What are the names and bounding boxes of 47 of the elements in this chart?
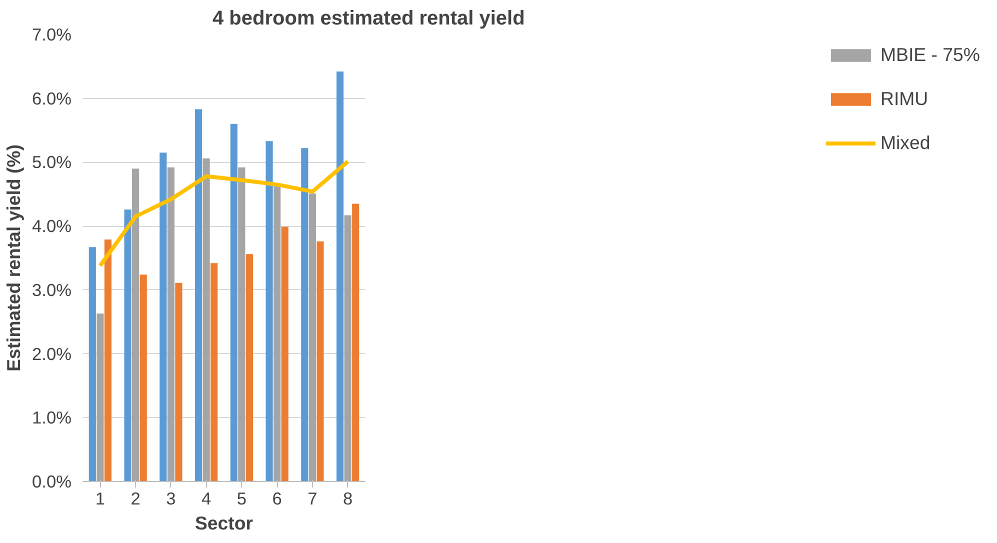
bar bbox=[96, 314, 104, 482]
line-series bbox=[98, 160, 350, 268]
bar bbox=[344, 215, 352, 482]
x-axis-title: Sector bbox=[194, 512, 254, 534]
y-tick-label: 5.0% bbox=[32, 152, 72, 172]
bar bbox=[230, 124, 238, 482]
x-tick-label: 5 bbox=[236, 488, 247, 508]
y-tick-label: 6.0% bbox=[32, 88, 72, 108]
bar bbox=[175, 282, 182, 482]
bar bbox=[352, 204, 360, 482]
bar bbox=[266, 141, 273, 482]
bar bbox=[308, 194, 316, 482]
x-tick-label: 1 bbox=[95, 488, 106, 508]
legend-label: RIMU bbox=[880, 88, 928, 110]
bar bbox=[202, 158, 210, 482]
y-tick-label: 2.0% bbox=[32, 344, 72, 364]
y-tick-label: 4.0% bbox=[32, 216, 72, 236]
x-tick-label: 7 bbox=[308, 488, 318, 508]
bar bbox=[246, 254, 254, 482]
x-tick-label: 8 bbox=[342, 488, 353, 508]
bar bbox=[210, 263, 218, 482]
bar bbox=[160, 152, 167, 482]
bar bbox=[238, 167, 246, 482]
bar bbox=[336, 72, 344, 482]
legend-label: MBIE - 75% bbox=[880, 44, 980, 66]
bar bbox=[274, 186, 281, 482]
y-axis-title: Estimated rental yield (%) bbox=[3, 144, 24, 372]
bar bbox=[132, 168, 140, 482]
legend-label: Mixed bbox=[880, 132, 930, 154]
bar bbox=[281, 226, 288, 482]
chart-title: 4 bedroom estimated rental yield bbox=[212, 8, 525, 30]
y-tick-label: 3.0% bbox=[32, 280, 72, 300]
y-tick-label: 0.0% bbox=[32, 472, 72, 492]
bar bbox=[316, 241, 324, 482]
bar bbox=[167, 167, 174, 482]
x-tick-label: 4 bbox=[201, 488, 212, 508]
bar bbox=[140, 274, 147, 482]
x-tick-label: 3 bbox=[166, 488, 176, 508]
bar bbox=[124, 209, 132, 482]
x-tick-label: 2 bbox=[130, 488, 140, 508]
x-tick-label: 6 bbox=[272, 488, 282, 508]
bar bbox=[194, 109, 202, 482]
y-tick-label: 7.0% bbox=[32, 24, 72, 44]
bar bbox=[301, 148, 308, 482]
y-tick-label: 1.0% bbox=[32, 408, 72, 428]
bar bbox=[88, 247, 96, 482]
bar bbox=[104, 239, 112, 482]
